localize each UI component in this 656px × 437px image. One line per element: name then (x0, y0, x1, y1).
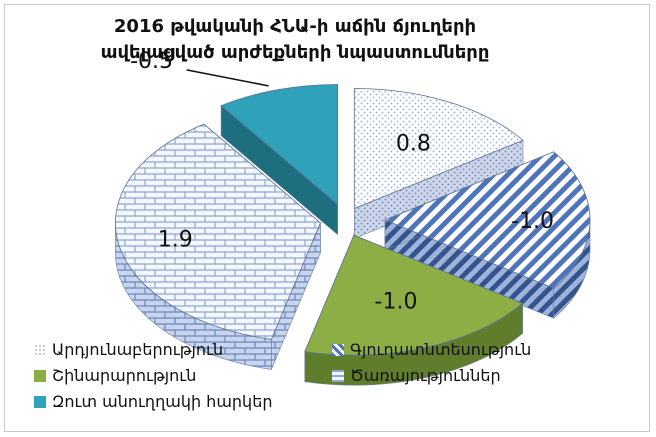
data-label: -1.0 (375, 289, 418, 314)
legend-label: Ծառայություններ (350, 366, 501, 385)
legend-swatch (34, 369, 46, 382)
pie-slice (383, 151, 591, 289)
pie-slice (353, 88, 524, 210)
pie-slice (220, 84, 338, 206)
pie-slice (304, 234, 524, 356)
legend-item: Գյուղատնտեսություն (332, 340, 531, 359)
legend-swatch (332, 369, 344, 382)
legend-swatch (34, 343, 46, 356)
chart-title: 2016 թվականի ՀՆԱ-ի աճին ճյուղերի ավելացվ… (100, 16, 490, 63)
chart-frame (4, 4, 650, 432)
legend-swatch (332, 343, 344, 356)
legend-label: Գյուղատնտեսություն (350, 340, 532, 359)
leader-line (186, 69, 269, 87)
legend-item: Ծառայություններ (332, 366, 501, 385)
legend-label: Արդյունաբերություն (52, 340, 224, 359)
legend-swatch (34, 395, 46, 408)
legend-item: Զուտ անուղղակի հարկեր (34, 392, 272, 411)
pie-slice (115, 123, 321, 340)
data-label: 0.8 (396, 132, 431, 157)
data-label: -0.5 (130, 49, 173, 74)
chart-legend: Արդյունաբերություն Գյուղատնտեսություն Շինա… (34, 340, 634, 430)
legend-item: Արդյունաբերություն (34, 340, 223, 359)
data-label: 1.9 (158, 228, 193, 253)
data-label: -1.0 (511, 209, 554, 234)
legend-label: Զուտ անուղղակի հարկեր (52, 392, 273, 411)
legend-item: Շինարարություն (34, 366, 196, 385)
legend-label: Շինարարություն (52, 366, 197, 385)
